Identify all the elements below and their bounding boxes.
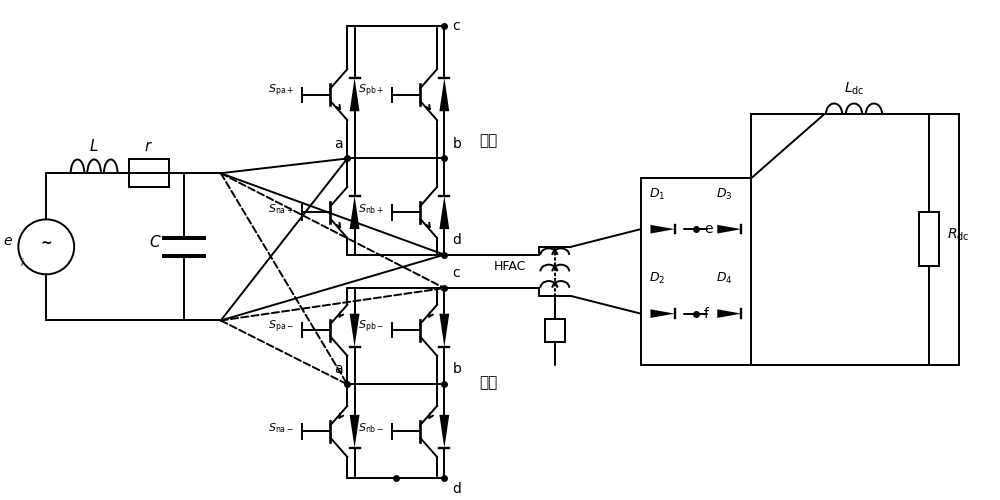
Text: $L$: $L$ — [89, 138, 99, 154]
Text: $r$: $r$ — [144, 138, 154, 154]
Text: ~: ~ — [40, 237, 52, 251]
Polygon shape — [439, 196, 449, 229]
Text: $S_{\mathrm{na-}}$: $S_{\mathrm{na-}}$ — [268, 420, 294, 434]
Polygon shape — [717, 225, 741, 234]
Text: $S_{\mathrm{nb-}}$: $S_{\mathrm{nb-}}$ — [358, 420, 384, 434]
Text: $D_2$: $D_2$ — [649, 271, 666, 286]
Text: i: i — [21, 258, 24, 268]
Text: a: a — [334, 136, 342, 150]
Polygon shape — [717, 310, 741, 318]
Text: c: c — [452, 266, 460, 280]
Text: 反组: 反组 — [479, 376, 497, 390]
Text: $S_{\mathrm{pb-}}$: $S_{\mathrm{pb-}}$ — [358, 318, 384, 334]
Polygon shape — [650, 310, 675, 318]
Text: $S_{\mathrm{pa-}}$: $S_{\mathrm{pa-}}$ — [268, 318, 294, 334]
Text: b: b — [452, 362, 461, 376]
Text: $L_{\mathrm{dc}}$: $L_{\mathrm{dc}}$ — [844, 80, 864, 96]
Bar — [919, 212, 939, 266]
Text: d: d — [452, 482, 461, 496]
Text: e: e — [704, 222, 712, 236]
Text: HFAC: HFAC — [494, 260, 526, 273]
Polygon shape — [439, 415, 449, 448]
Polygon shape — [350, 314, 360, 347]
Polygon shape — [439, 78, 449, 112]
Text: d: d — [452, 233, 461, 247]
Text: a: a — [334, 362, 342, 376]
Text: 正组: 正组 — [479, 133, 497, 148]
Text: $S_{\mathrm{na+}}$: $S_{\mathrm{na+}}$ — [268, 202, 294, 215]
Text: $D_1$: $D_1$ — [649, 186, 666, 202]
Text: $R_{\mathrm{dc}}$: $R_{\mathrm{dc}}$ — [947, 226, 969, 243]
Text: $S_{\mathrm{pb+}}$: $S_{\mathrm{pb+}}$ — [358, 82, 384, 99]
Bar — [129, 160, 169, 187]
Text: c: c — [452, 19, 460, 33]
Text: $e$: $e$ — [3, 234, 13, 248]
Polygon shape — [439, 314, 449, 347]
Text: $S_{\mathrm{nb+}}$: $S_{\mathrm{nb+}}$ — [358, 202, 384, 215]
Polygon shape — [350, 78, 360, 112]
Bar — [545, 318, 565, 342]
Text: $D_4$: $D_4$ — [716, 271, 733, 286]
Polygon shape — [650, 225, 675, 234]
Text: $C$: $C$ — [149, 234, 162, 250]
Text: f: f — [704, 306, 709, 320]
Polygon shape — [350, 415, 360, 448]
Polygon shape — [350, 196, 360, 229]
Text: $D_3$: $D_3$ — [716, 186, 733, 202]
Text: $S_{\mathrm{pa+}}$: $S_{\mathrm{pa+}}$ — [268, 82, 294, 99]
Text: b: b — [452, 136, 461, 150]
